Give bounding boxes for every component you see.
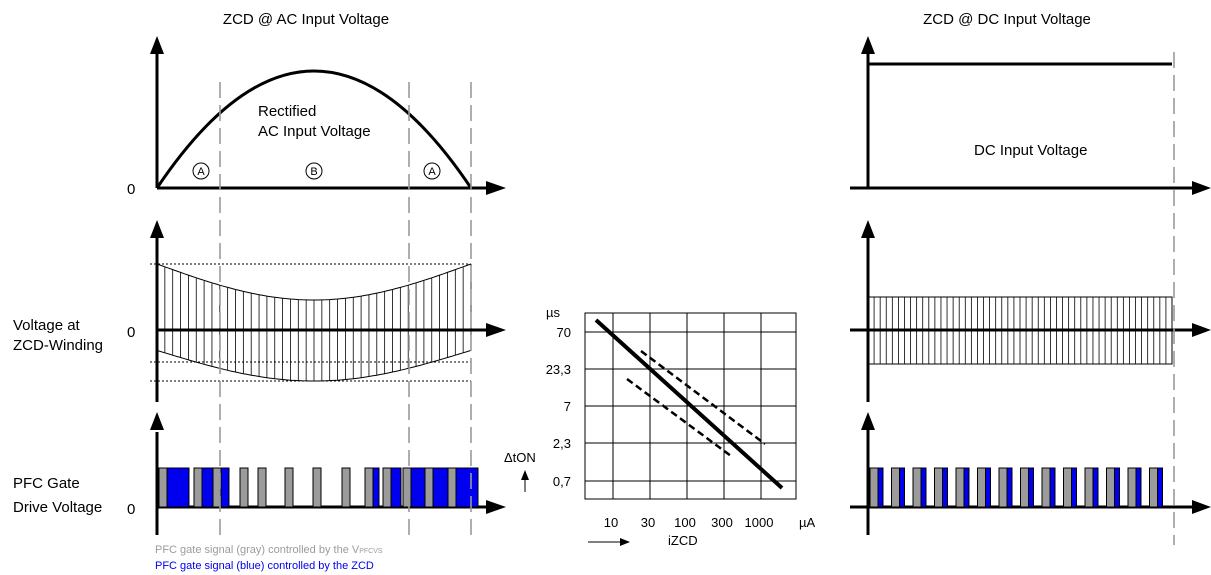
- dc-gate-pulse: [912, 467, 927, 508]
- dc-gate-pulse: [1149, 467, 1163, 508]
- x-tick-label: 300: [711, 515, 733, 530]
- y-tick-label: 0,7: [553, 474, 571, 489]
- gate-pulses-dc: [869, 467, 1163, 508]
- dc-gate-pulse: [1106, 467, 1120, 508]
- legend-gray: PFC gate signal (gray) controlled by the…: [155, 544, 383, 556]
- dc-gate-pulse: [1127, 467, 1142, 508]
- left-top-zero-label: 0: [127, 181, 135, 198]
- ac-gate-pulse: [364, 467, 380, 508]
- left-middle-axes: [150, 220, 506, 402]
- y-tick-label: 70: [557, 325, 571, 340]
- y-tick-label: 23,3: [546, 362, 571, 377]
- x-axis-label: iZCD: [668, 533, 698, 548]
- y-unit-label: µs: [546, 305, 560, 320]
- dc-input-voltage-line: [866, 62, 1172, 188]
- ac-gate-pulse: [402, 467, 426, 508]
- dc-gate-pulse: [869, 467, 884, 508]
- zcd-winding-label-line1: Voltage at: [13, 317, 81, 334]
- svg-text:A: A: [197, 166, 205, 178]
- ac-gate-pulse: [257, 467, 267, 508]
- upper-tolerance-line: [640, 350, 766, 445]
- svg-text:B: B: [310, 166, 317, 178]
- dc-gate-pulse: [998, 467, 1013, 508]
- left-middle-zero-label: 0: [127, 324, 135, 341]
- rectified-label-line1: Rectified: [258, 103, 316, 120]
- left-bottom-zero-label: 0: [127, 501, 135, 518]
- ac-gate-pulse: [382, 467, 402, 508]
- y-axis-label: ΔtON: [504, 450, 536, 465]
- dc-gate-pulse: [1063, 467, 1077, 508]
- left-panel-title: ZCD @ AC Input Voltage: [223, 11, 389, 28]
- right-panel-title: ZCD @ DC Input Voltage: [923, 11, 1091, 28]
- x-tick-label: 30: [641, 515, 655, 530]
- x-tick-label: 10: [604, 515, 618, 530]
- ac-gate-pulse: [447, 467, 479, 508]
- zcd-winding-dc-waveform: [867, 296, 1173, 365]
- ac-gate-pulse: [284, 467, 294, 508]
- dc-gate-pulse: [1020, 467, 1034, 508]
- gate-drive-label-line2: Drive Voltage: [13, 499, 102, 516]
- rectified-ac-curve: [155, 69, 473, 189]
- x-unit-label: µA: [799, 515, 815, 530]
- rectified-label-line2: AC Input Voltage: [258, 123, 371, 140]
- region-marker-a-left: A: [192, 162, 210, 180]
- gate-drive-label-line1: PFC Gate: [13, 475, 80, 492]
- svg-text:A: A: [428, 166, 436, 178]
- left-phase-markers: [219, 82, 472, 540]
- nominal-characteristic-line: [594, 318, 784, 490]
- zcd-winding-label-line2: ZCD-Winding: [13, 337, 103, 354]
- ac-gate-pulse: [212, 467, 230, 508]
- left-top-axes: [150, 36, 506, 195]
- ac-gate-pulse: [312, 467, 322, 508]
- right-top-axes: [850, 36, 1211, 195]
- region-marker-b: B: [305, 162, 323, 180]
- region-marker-a-right: A: [423, 162, 441, 180]
- ac-gate-pulse: [158, 467, 190, 508]
- ac-gate-pulse: [424, 467, 452, 508]
- dc-gate-pulse: [977, 467, 991, 508]
- gate-pulses-ac: [158, 467, 479, 508]
- zcd-envelope-reference-lines: [150, 263, 471, 382]
- ac-gate-pulse: [239, 467, 249, 508]
- lower-tolerance-line: [626, 377, 732, 458]
- y-tick-label: 2,3: [553, 436, 571, 451]
- dc-input-voltage-label: DC Input Voltage: [974, 142, 1087, 159]
- y-tick-label: 7: [564, 399, 571, 414]
- legend-blue: PFC gate signal (blue) controlled by the…: [155, 560, 374, 572]
- x-tick-label: 100: [674, 515, 696, 530]
- ac-gate-pulse: [341, 467, 351, 508]
- dc-gate-pulse: [1084, 467, 1099, 508]
- dc-gate-pulse: [955, 467, 970, 508]
- dc-gate-pulse: [934, 467, 948, 508]
- dc-gate-pulse: [891, 467, 905, 508]
- dc-gate-pulse: [1041, 467, 1056, 508]
- x-tick-label: 1000: [745, 515, 774, 530]
- zcd-winding-ac-waveform: [156, 263, 472, 382]
